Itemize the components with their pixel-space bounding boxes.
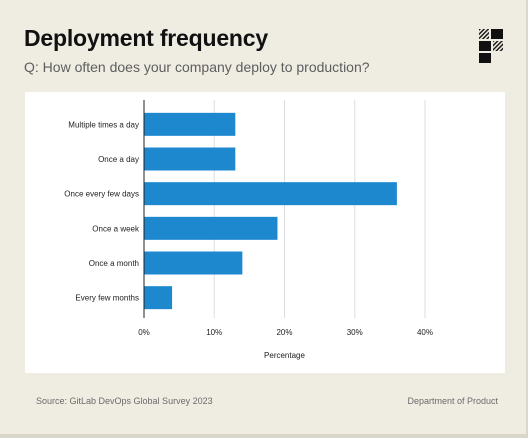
x-tick-label-20: 20% bbox=[276, 328, 292, 337]
category-label-4: Once a month bbox=[89, 259, 139, 268]
bar-chart: Multiple times a day Once a day Once every… bbox=[64, 100, 433, 360]
bar-2 bbox=[144, 182, 397, 206]
bar-1 bbox=[144, 147, 236, 171]
category-label-0: Multiple times a day bbox=[68, 120, 139, 129]
x-tick-label-10: 10% bbox=[206, 328, 222, 337]
chart-panel: Multiple times a day Once a day Once every… bbox=[25, 92, 505, 373]
category-label-3: Once a week bbox=[92, 224, 140, 233]
brand-credit: Department of Product bbox=[407, 396, 498, 406]
category-label-2: Once every few days bbox=[64, 190, 139, 199]
category-label-5: Every few months bbox=[75, 294, 139, 303]
chart-subtitle: Q: How often does your company deploy to… bbox=[24, 59, 370, 75]
chart-title: Deployment frequency bbox=[24, 25, 268, 51]
x-tick-label-40: 40% bbox=[417, 328, 433, 337]
bar-5 bbox=[144, 286, 173, 310]
source-note: Source: GitLab DevOps Global Survey 2023 bbox=[36, 396, 213, 406]
x-tick-label-30: 30% bbox=[347, 328, 363, 337]
department-of-product-logo-icon bbox=[479, 29, 503, 63]
bar-0 bbox=[144, 112, 236, 136]
category-label-1: Once a day bbox=[98, 155, 139, 164]
x-tick-label-0: 0% bbox=[138, 328, 150, 337]
bar-4 bbox=[144, 251, 243, 275]
bar-3 bbox=[144, 216, 278, 240]
x-axis-label: Percentage bbox=[264, 351, 305, 360]
